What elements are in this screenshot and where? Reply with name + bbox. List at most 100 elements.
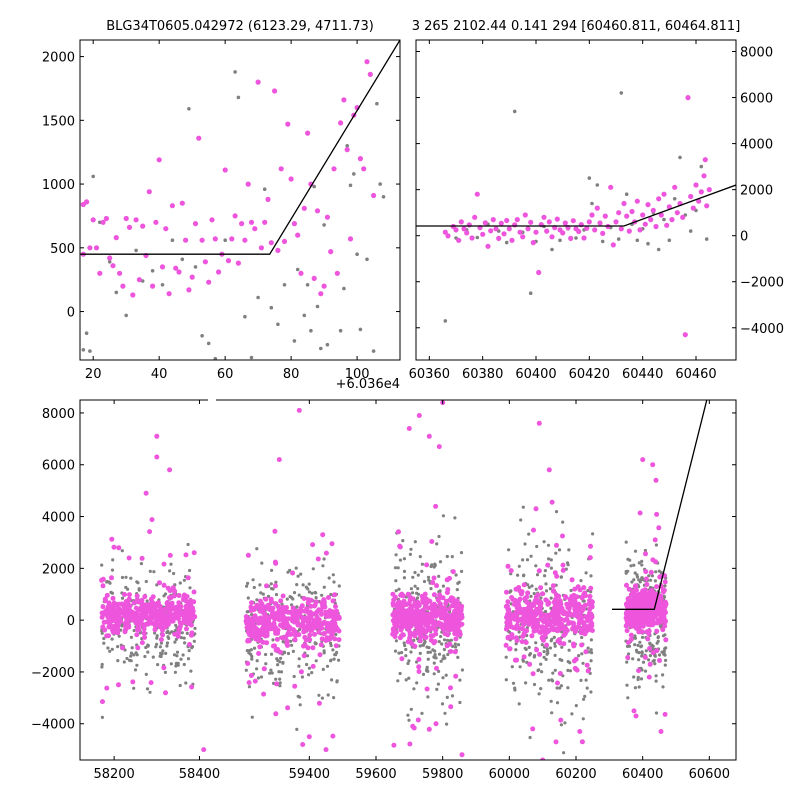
magenta-point (169, 605, 175, 610)
gray-point (402, 557, 406, 561)
gray-point (258, 583, 262, 587)
magenta-point (642, 654, 648, 660)
gray-point (332, 657, 336, 661)
magenta-point (396, 529, 401, 535)
magenta-point (624, 617, 630, 623)
magenta-point (555, 638, 561, 644)
gray-point (223, 238, 227, 242)
gray-point (663, 584, 667, 588)
magenta-point (109, 536, 115, 542)
gray-point (589, 590, 593, 594)
gray-point (397, 651, 401, 655)
magenta-point (420, 607, 426, 613)
magenta-point (347, 236, 354, 242)
gray-point (453, 642, 457, 646)
magenta-point (507, 646, 513, 652)
magenta-point (273, 611, 279, 617)
gray-point (259, 591, 263, 595)
magenta-point (318, 625, 324, 631)
magenta-point (216, 269, 222, 275)
gray-point (416, 587, 420, 591)
magenta-point (100, 219, 106, 225)
magenta-point (659, 613, 665, 619)
gray-point (144, 645, 148, 650)
magenta-point (90, 217, 96, 223)
gray-point (245, 649, 249, 653)
magenta-point (577, 729, 583, 734)
gray-point (569, 588, 573, 593)
magenta-point (560, 230, 566, 236)
gray-point (553, 641, 557, 646)
magenta-point (554, 573, 560, 579)
magenta-point (160, 612, 166, 618)
gray-point (286, 651, 291, 656)
magenta-point (145, 621, 151, 627)
magenta-point (225, 258, 232, 264)
gray-point (633, 686, 638, 690)
gray-point (402, 569, 407, 574)
gray-point (252, 646, 257, 650)
gray-point (633, 549, 638, 553)
magenta-point (163, 226, 169, 232)
magenta-point (448, 649, 454, 654)
magenta-point (123, 215, 129, 222)
magenta-point (265, 605, 271, 611)
bottom-ytick-label: 4000 (42, 511, 75, 526)
gray-point (162, 594, 166, 598)
gray-point (255, 659, 259, 663)
gray-point (441, 514, 445, 518)
gray-point (132, 686, 136, 690)
gray-point (581, 661, 585, 665)
magenta-point (418, 620, 424, 626)
gray-point (305, 662, 309, 667)
gray-point (159, 651, 163, 655)
magenta-point (445, 587, 451, 592)
bottom-ytick-label: 6000 (42, 459, 75, 474)
magenta-point (295, 232, 301, 238)
gray-point (542, 655, 546, 659)
magenta-point (453, 636, 459, 642)
gray-point (456, 643, 461, 647)
gray-point (185, 631, 189, 636)
magenta-point (246, 680, 252, 686)
magenta-point (424, 600, 430, 606)
top-right-ytick-label: 0 (740, 230, 748, 245)
magenta-point (140, 622, 146, 628)
gray-point (566, 668, 570, 673)
gray-point (555, 701, 560, 705)
magenta-point (631, 588, 636, 594)
gray-point (600, 239, 605, 244)
magenta-point (212, 236, 218, 242)
gray-point (640, 577, 644, 582)
magenta-point (579, 595, 585, 601)
magenta-point (650, 601, 656, 607)
magenta-point (264, 614, 270, 620)
magenta-point (321, 631, 327, 637)
magenta-point (646, 591, 652, 597)
magenta-point (578, 630, 584, 636)
magenta-point (404, 622, 410, 628)
gray-point (437, 669, 441, 674)
magenta-outlier-point (553, 739, 559, 745)
magenta-point (648, 569, 654, 575)
gray-point (585, 686, 589, 690)
gray-point (176, 663, 180, 667)
magenta-point (550, 583, 556, 589)
magenta-point (661, 191, 667, 197)
gray-point (529, 594, 533, 599)
magenta-point (588, 585, 594, 591)
magenta-outlier-point (653, 477, 659, 483)
magenta-point (626, 586, 632, 592)
gray-point (555, 686, 559, 690)
magenta-point (535, 592, 541, 598)
magenta-point (246, 617, 252, 623)
magenta-point (272, 528, 278, 534)
gray-point (81, 348, 86, 352)
magenta-outlier-point (306, 734, 312, 740)
magenta-point (581, 235, 587, 241)
magenta-point (571, 643, 577, 649)
gray-point (540, 643, 544, 647)
gray-point (329, 592, 333, 597)
magenta-point (187, 642, 192, 647)
magenta-point (398, 610, 404, 616)
